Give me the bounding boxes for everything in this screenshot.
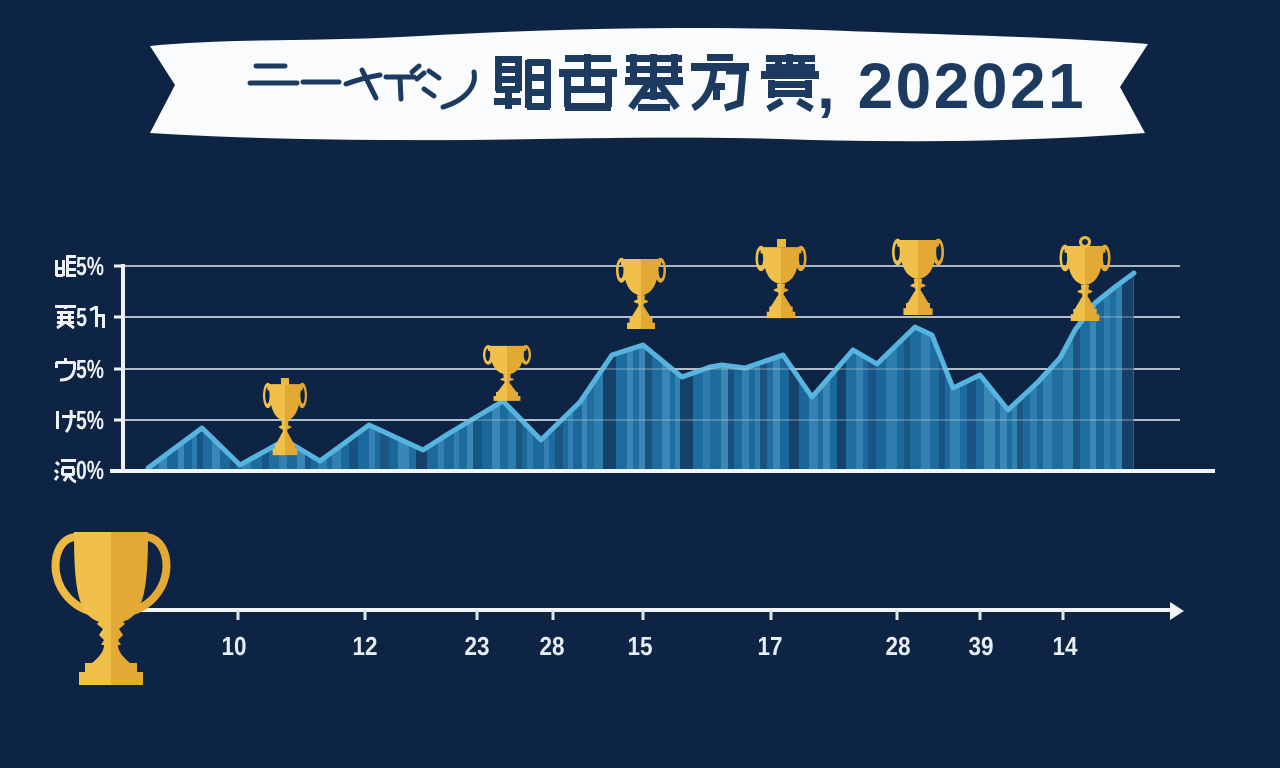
svg-text:0%: 0% [76,455,104,485]
svg-text:5%: 5% [76,251,104,281]
svg-text:17: 17 [758,631,783,661]
svg-text:5%: 5% [76,354,104,384]
svg-text:28: 28 [540,631,565,661]
svg-text:39: 39 [969,631,994,661]
svg-text:28: 28 [886,631,911,661]
svg-text:, 202021: , 202021 [817,50,1086,122]
svg-text:23: 23 [465,631,490,661]
svg-text:15: 15 [628,631,653,661]
svg-text:14: 14 [1053,631,1078,661]
svg-text:5: 5 [76,302,87,332]
svg-text:10: 10 [222,631,247,661]
svg-text:5%: 5% [76,405,104,435]
svg-text:12: 12 [353,631,378,661]
